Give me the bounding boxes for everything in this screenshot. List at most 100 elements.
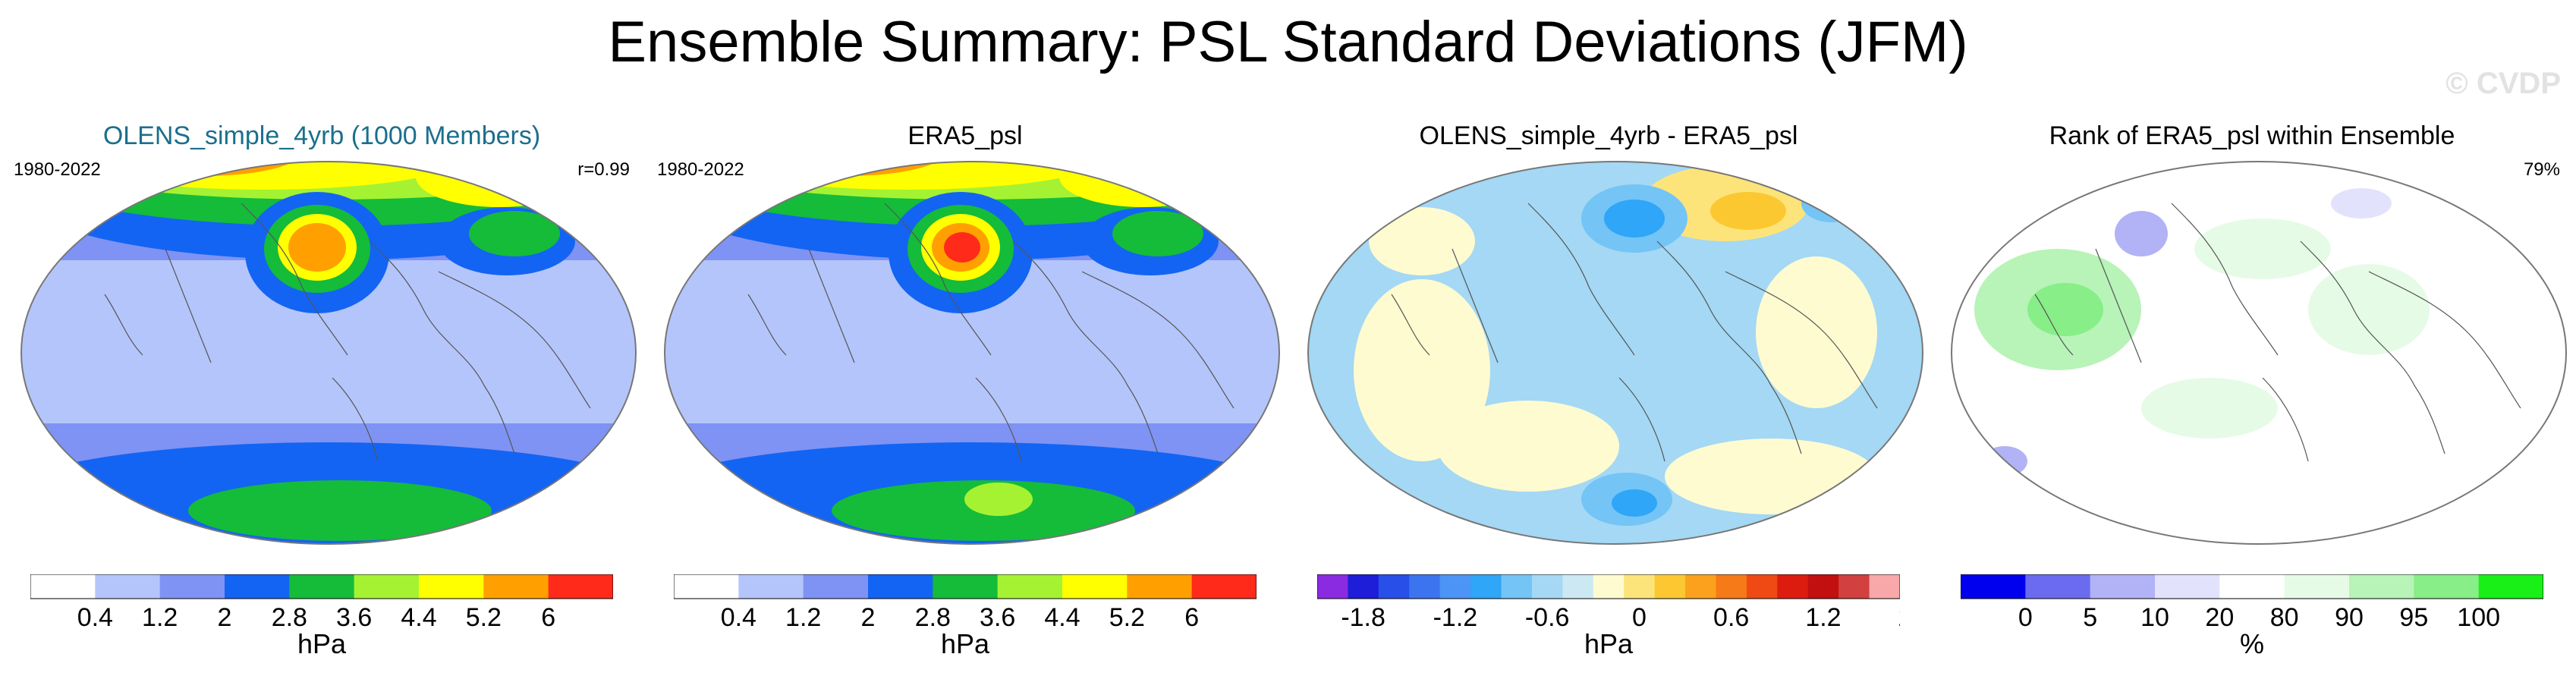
southern-high-variance <box>188 480 492 541</box>
colorbar-tick-label: 2.8 <box>915 603 951 632</box>
colorbar-swatch <box>95 574 161 599</box>
colorbar-tick-label: 100 <box>2457 603 2500 632</box>
colorbar-swatch <box>2155 574 2220 599</box>
colorbar-swatch <box>1501 574 1533 599</box>
colorbar-swatch <box>1127 574 1193 599</box>
colorbar-swatch <box>225 574 290 599</box>
colorbar-tick-label: 80 <box>2270 603 2299 632</box>
colorbar-swatch <box>1869 574 1900 599</box>
colorbar-swatch <box>419 574 484 599</box>
colorbar-frame <box>1961 574 2543 599</box>
colorbar-swatch <box>2414 574 2480 599</box>
colorbar-swatch <box>1838 574 1870 599</box>
colorbar-tick-label: 1.2 <box>1805 603 1841 632</box>
high-rank-region <box>2308 264 2430 355</box>
colorbar-swatch <box>1531 574 1563 599</box>
colorbar-swatch <box>483 574 549 599</box>
map-difference <box>1307 161 1924 545</box>
colorbar-swatch <box>2349 574 2414 599</box>
map-field <box>1952 162 2566 544</box>
colorbar-tick-label: 3.6 <box>336 603 372 632</box>
colorbar-tick-label: 0.4 <box>77 603 113 632</box>
positive-difference <box>1756 256 1877 408</box>
colorbar-swatch <box>1562 574 1594 599</box>
figure-title: Ensemble Summary: PSL Standard Deviation… <box>608 10 1968 74</box>
colorbar-swatch <box>2478 574 2543 599</box>
panel-years-label: 1980-2022 <box>657 159 744 180</box>
colorbar-tick-label: 1.8 <box>1898 603 1900 632</box>
colorbar-swatch <box>1593 574 1625 599</box>
panel-title: OLENS_simple_4yrb (1000 Members) <box>102 121 541 150</box>
colorbar-tick-label: 6 <box>541 603 555 632</box>
panel-correlation-label: r=0.99 <box>577 159 630 180</box>
colorbar-swatch <box>2284 574 2350 599</box>
colorbar-swatch <box>2025 574 2091 599</box>
cvdp-watermark: © CVDP <box>2445 67 2561 100</box>
panel-ensemble-mean: OLENS_simple_4yrb (1000 Members) 1980-20… <box>0 121 643 676</box>
colorbar-swatch <box>1317 574 1348 599</box>
panel-years-label: 1980-2022 <box>14 159 101 180</box>
low-rank-region <box>2331 188 2392 219</box>
southern-high-variance <box>964 483 1033 516</box>
colorbar-swatch <box>354 574 420 599</box>
colorbar-tick-label: 20 <box>2205 603 2234 632</box>
colorbar-swatch <box>674 574 739 599</box>
colorbar-tick-label: 0 <box>2018 603 2033 632</box>
colorbar-swatch <box>1716 574 1747 599</box>
colorbar-tick-label: 3.6 <box>980 603 1015 632</box>
colorbar-swatch <box>933 574 999 599</box>
positive-difference <box>1665 439 1877 514</box>
colorbar-tick-label: -1.8 <box>1341 603 1386 632</box>
colorbar-swatch <box>30 574 96 599</box>
colorbar-observations: 0.4 1.2 2 2.8 3.6 4.4 5.2 6 hPa <box>674 574 1257 658</box>
coastline-lines <box>1391 203 1878 462</box>
negative-difference <box>1612 489 1657 517</box>
north-atlantic-center <box>469 211 560 256</box>
colorbar-rank: 0 5 10 20 80 90 95 100% <box>1961 574 2543 658</box>
positive-difference <box>1437 401 1619 492</box>
colorbar-swatch <box>2090 574 2156 599</box>
colorbar-frame <box>674 574 1257 599</box>
positive-difference <box>1369 207 1475 275</box>
colorbar-tick-label: 5 <box>2083 603 2097 632</box>
map-field <box>665 162 1279 544</box>
panel-title: ERA5_psl <box>907 121 1023 150</box>
colorbar-swatch <box>1685 574 1716 599</box>
colorbar-swatch <box>548 574 613 599</box>
colorbar-swatch <box>159 574 225 599</box>
colorbar-swatch <box>1961 574 2026 599</box>
colorbar-tick-label: -1.2 <box>1433 603 1478 632</box>
colorbar-swatch <box>1746 574 1778 599</box>
map-outline <box>20 161 637 545</box>
colorbar-tick-label: 0 <box>1632 603 1647 632</box>
panel-title: OLENS_simple_4yrb - ERA5_psl <box>1419 121 1798 150</box>
colorbar-tick-label: 5.2 <box>466 603 502 632</box>
colorbar-swatch <box>1062 574 1128 599</box>
colorbar-swatch <box>1624 574 1656 599</box>
colorbar-swatch <box>997 574 1063 599</box>
colorbar-unit-label: % <box>2240 628 2264 658</box>
panel-title: Rank of ERA5_psl within Ensemble <box>2049 121 2455 150</box>
colorbar-difference: -1.8 -1.2 -0.6 0 0.6 1.2 1.8 hPa <box>1317 574 1900 658</box>
colorbar-unit-label: hPa <box>297 628 347 658</box>
colorbar-swatch <box>1654 574 1686 599</box>
colorbar-swatch <box>1470 574 1502 599</box>
colorbar-tick-label: 1.2 <box>785 603 821 632</box>
colorbar-tick-label: 10 <box>2140 603 2169 632</box>
panel-difference: OLENS_simple_4yrb - ERA5_psl -1.8 -1.2 -0.… <box>1287 121 1930 676</box>
colorbar-unit-label: hPa <box>1584 628 1634 658</box>
colorbar-tick-label: -0.6 <box>1525 603 1570 632</box>
colorbar-swatch <box>289 574 355 599</box>
colorbar-swatch <box>1777 574 1809 599</box>
colorbar-swatch <box>1409 574 1441 599</box>
panel-rank: Rank of ERA5_psl within Ensemble 79% 0 5 1… <box>1930 121 2574 676</box>
coastline-lines <box>104 203 591 462</box>
panel-observations: ERA5_psl 1980-2022 0.4 1.2 2 2.8 3.6 4.4 5.2 6 h… <box>643 121 1287 676</box>
map-outline <box>663 161 1281 545</box>
colorbar-tick-label: 90 <box>2335 603 2364 632</box>
colorbar-tick-label: 1.2 <box>142 603 178 632</box>
map-field <box>1308 162 1923 544</box>
map-outline <box>1307 161 1924 545</box>
colorbar-tick-label: 95 <box>2399 603 2428 632</box>
high-rank-region <box>2141 378 2278 439</box>
